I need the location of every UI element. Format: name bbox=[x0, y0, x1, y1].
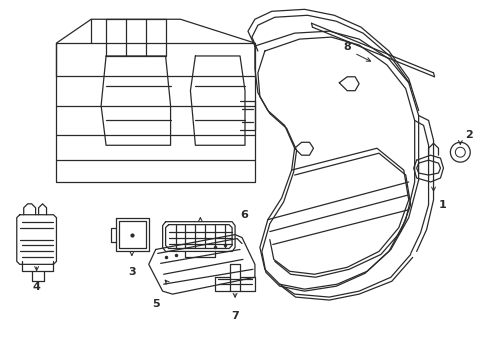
Text: 6: 6 bbox=[240, 210, 247, 220]
Text: 5: 5 bbox=[152, 299, 159, 309]
Text: 3: 3 bbox=[128, 267, 135, 277]
Text: 7: 7 bbox=[231, 311, 239, 321]
Text: 1: 1 bbox=[438, 200, 446, 210]
Text: 2: 2 bbox=[464, 130, 472, 140]
Text: 8: 8 bbox=[343, 42, 350, 52]
Text: 4: 4 bbox=[33, 282, 41, 292]
